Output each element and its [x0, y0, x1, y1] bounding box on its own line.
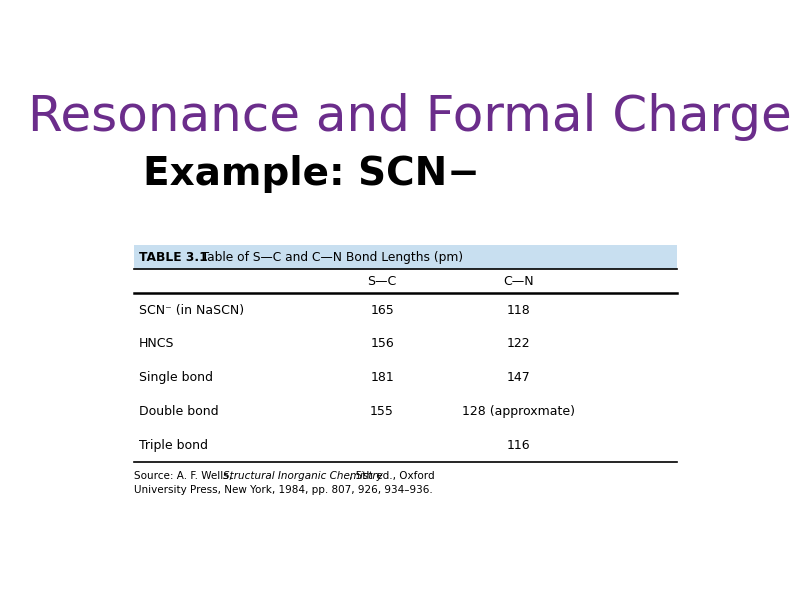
Text: Example: SCN−: Example: SCN−	[143, 155, 480, 193]
Text: 165: 165	[370, 304, 394, 317]
Text: Structural Inorganic Chemistry: Structural Inorganic Chemistry	[222, 471, 382, 481]
Text: Table of S—C and C—N Bond Lengths (pm): Table of S—C and C—N Bond Lengths (pm)	[190, 251, 463, 264]
Text: Resonance and Formal Charge: Resonance and Formal Charge	[28, 93, 792, 141]
Text: 181: 181	[370, 371, 394, 384]
Text: 122: 122	[506, 337, 530, 350]
Text: University Press, New York, 1984, pp. 807, 926, 934–936.: University Press, New York, 1984, pp. 80…	[134, 485, 433, 494]
Text: 147: 147	[506, 371, 530, 384]
Text: 116: 116	[506, 439, 530, 452]
Text: HNCS: HNCS	[139, 337, 174, 350]
Text: 128 (approx​mate): 128 (approx​mate)	[462, 405, 575, 418]
Text: Double bond: Double bond	[139, 405, 218, 418]
Text: C—N: C—N	[503, 275, 534, 288]
Bar	[134, 245, 677, 269]
Text: 156: 156	[370, 337, 394, 350]
Text: TABLE 3.1: TABLE 3.1	[139, 251, 208, 264]
Text: SCN⁻ (in NaSCN): SCN⁻ (in NaSCN)	[139, 304, 244, 317]
Text: Source: A. F. Wells,: Source: A. F. Wells,	[134, 471, 235, 481]
Text: Triple bond: Triple bond	[139, 439, 208, 452]
Text: S—C: S—C	[367, 275, 397, 288]
Text: Single bond: Single bond	[139, 371, 213, 384]
Text: 118: 118	[506, 304, 530, 317]
Text: 155: 155	[370, 405, 394, 418]
Text: , 5th ed., Oxford: , 5th ed., Oxford	[349, 471, 434, 481]
